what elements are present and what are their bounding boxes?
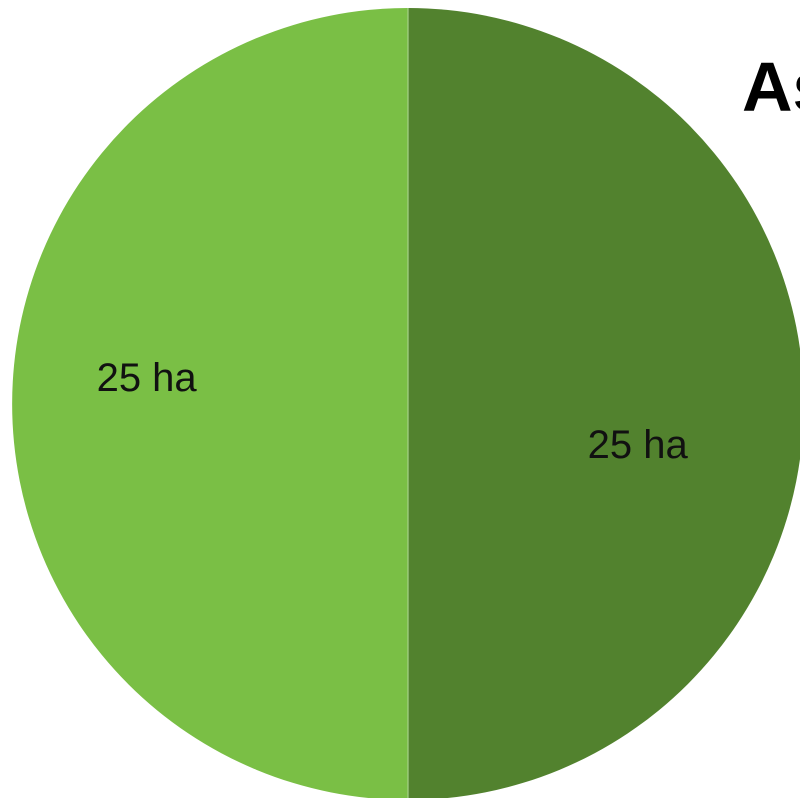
pie-slice-2 bbox=[12, 8, 408, 798]
pie-slice-1 bbox=[408, 8, 800, 798]
chart-title: As bbox=[742, 48, 800, 126]
slice-label-2: 25 ha bbox=[97, 356, 198, 400]
slice-label-1: 25 ha bbox=[588, 423, 689, 467]
pie-labels: 25 ha 25 ha bbox=[97, 356, 689, 467]
pie-slices bbox=[12, 8, 800, 798]
